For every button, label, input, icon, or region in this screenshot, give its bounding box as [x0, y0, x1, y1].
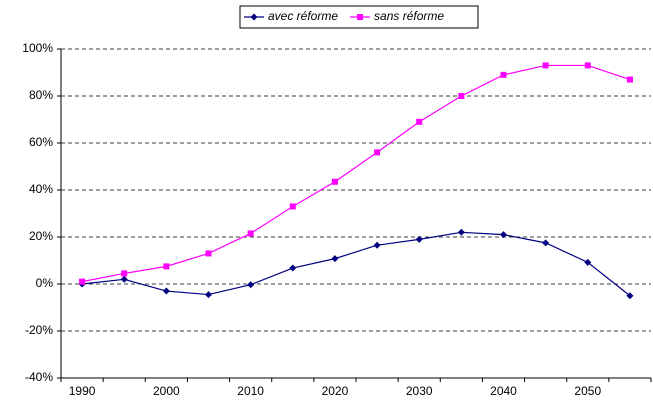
- data-point: [289, 203, 296, 210]
- x-tick-label: 2020: [322, 384, 349, 398]
- data-point: [373, 241, 381, 249]
- y-tick-label: -20%: [25, 323, 53, 337]
- x-tick-label: 2000: [153, 384, 180, 398]
- data-point: [79, 278, 86, 285]
- y-tick-label: 40%: [29, 182, 53, 196]
- data-point: [584, 258, 592, 266]
- data-point: [121, 270, 128, 277]
- y-tick-label: 100%: [22, 41, 53, 55]
- y-tick-label: 60%: [29, 135, 53, 149]
- data-point: [374, 149, 381, 156]
- data-point: [416, 118, 423, 125]
- data-point: [163, 263, 170, 270]
- x-tick-label: 2010: [237, 384, 264, 398]
- data-point: [120, 275, 128, 283]
- data-point: [626, 76, 633, 83]
- data-point: [205, 291, 212, 299]
- data-point: [205, 250, 212, 257]
- legend-label: sans réforme: [374, 9, 444, 23]
- legend-label: avec réforme: [268, 9, 338, 23]
- x-tick-label: 2040: [490, 384, 517, 398]
- series-line: [82, 231, 631, 297]
- series-line: [81, 64, 631, 283]
- legend-marker: [357, 14, 364, 20]
- data-point: [247, 230, 254, 237]
- y-tick-label: -40%: [25, 370, 53, 384]
- data-point: [500, 231, 507, 239]
- data-point: [626, 292, 634, 300]
- data-point: [162, 287, 170, 295]
- data-point: [584, 62, 591, 69]
- x-tick-label: 2030: [406, 384, 433, 398]
- y-tick-label: 0%: [36, 276, 54, 290]
- data-point: [415, 235, 423, 243]
- data-point: [289, 264, 297, 272]
- data-point: [331, 255, 339, 263]
- legend-marker: [250, 13, 258, 21]
- data-point: [457, 228, 465, 236]
- y-tick-label: 20%: [29, 229, 53, 243]
- data-point: [542, 62, 549, 69]
- x-tick-label: 2050: [574, 384, 601, 398]
- data-point: [542, 239, 550, 247]
- y-tick-label: 80%: [29, 88, 53, 102]
- data-point: [331, 178, 338, 185]
- data-point: [500, 71, 507, 78]
- data-point: [247, 281, 255, 289]
- data-point: [458, 93, 465, 99]
- x-tick-label: 1990: [69, 384, 96, 398]
